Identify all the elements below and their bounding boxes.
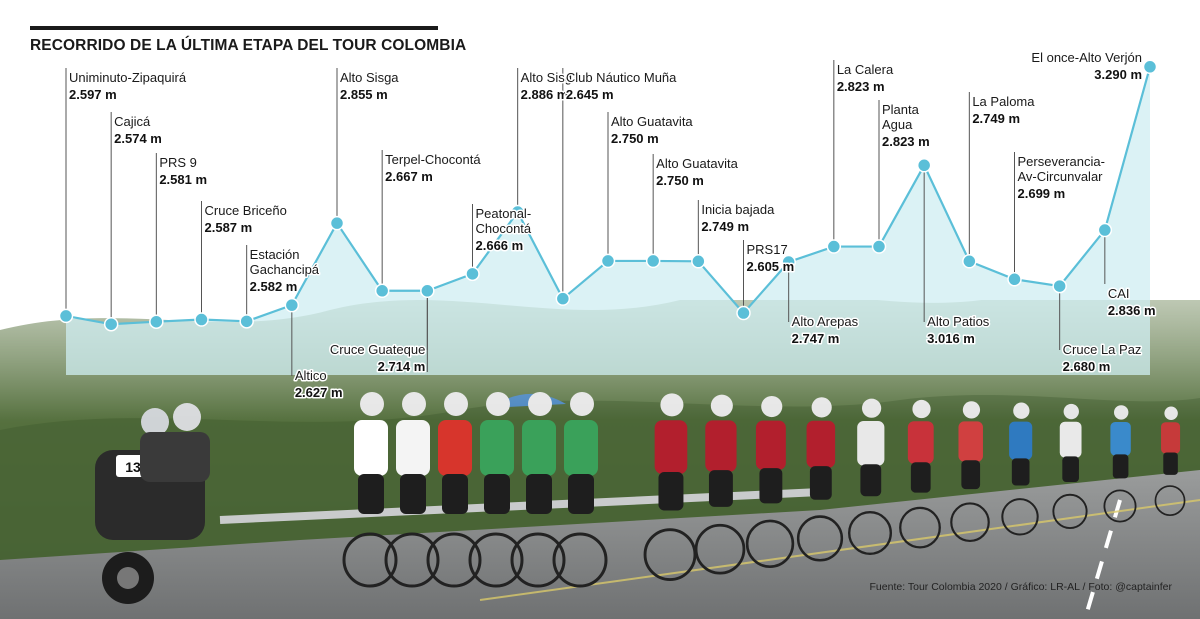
point-value: 2.750 m — [656, 173, 704, 188]
point-label: El once-Alto Verjón — [1031, 50, 1142, 65]
point-label: La Paloma — [972, 94, 1035, 109]
point-value: 2.749 m — [972, 111, 1020, 126]
point-value: 2.666 m — [476, 238, 524, 253]
point-label: Alto Sisga — [521, 70, 580, 85]
point-label: Chocontá — [476, 221, 532, 236]
point-label: Alto Sisga — [340, 70, 399, 85]
point-value: 2.886 m — [521, 87, 569, 102]
point-label: Peatonal- — [476, 206, 532, 221]
title-rule — [30, 26, 438, 30]
elevation-marker — [600, 253, 616, 269]
elevation-marker — [149, 314, 164, 329]
point-value: 2.574 m — [114, 131, 162, 146]
elevation-marker — [1052, 278, 1067, 294]
point-label: Alto Guatavita — [656, 156, 738, 171]
point-label: PRS17 — [747, 242, 788, 257]
elevation-marker — [871, 239, 887, 254]
point-label: Av-Circunvalar — [1018, 169, 1104, 184]
point-label: Cruce Guateque — [330, 342, 425, 357]
elevation-marker — [239, 314, 254, 329]
elevation-marker — [781, 254, 796, 270]
point-label: Inicia bajada — [701, 202, 775, 217]
point-value: 2.667 m — [385, 169, 433, 184]
point-label: Uniminuto-Zipaquirá — [69, 70, 187, 85]
motorcycle: 13 — [95, 403, 210, 604]
photo-mask-top — [0, 0, 1200, 300]
elevation-marker — [962, 254, 977, 269]
point-label: Terpel-Chocontá — [385, 152, 481, 167]
elevation-marker — [284, 297, 300, 313]
elevation-marker — [374, 283, 390, 299]
point-label: Perseverancia- — [1018, 154, 1105, 169]
point-value: 2.597 m — [69, 87, 117, 102]
elevation-marker — [555, 291, 571, 306]
elevation-marker — [1142, 59, 1158, 75]
elevation-area — [66, 66, 1150, 376]
point-label: Alto Guatavita — [611, 114, 693, 129]
point-value: 3.290 m — [1094, 67, 1142, 82]
elevation-marker — [194, 312, 209, 327]
elevation-marker — [1007, 272, 1022, 287]
point-value: 2.749 m — [701, 219, 749, 234]
elevation-marker — [510, 204, 525, 220]
chart-title: RECORRIDO DE LA ÚLTIMA ETAPA DEL TOUR CO… — [30, 37, 467, 54]
elevation-marker — [916, 158, 932, 173]
elevation-marker — [420, 283, 435, 299]
point-value: 2.581 m — [159, 172, 207, 187]
source-credit: Fuente: Tour Colombia 2020 / Gráfico: LR… — [869, 581, 1172, 593]
point-label: Club Náutico Muña — [566, 70, 677, 85]
point-value: 3.016 m — [927, 331, 975, 346]
point-label: Alto Arepas — [792, 314, 859, 329]
road-lane-line — [1083, 499, 1122, 619]
point-value: 2.855 m — [340, 87, 388, 102]
point-label: La Calera — [837, 62, 894, 77]
elevation-marker — [736, 305, 751, 321]
point-label: Altico — [295, 368, 327, 383]
point-value: 2.680 m — [1063, 359, 1111, 374]
elevation-marker — [329, 215, 345, 231]
point-value: 2.823 m — [882, 134, 930, 149]
elevation-marker — [645, 253, 661, 269]
point-value: 2.627 m — [295, 385, 343, 400]
point-value: 2.582 m — [250, 279, 298, 294]
point-label: Cruce Briceño — [205, 203, 287, 218]
point-value: 2.750 m — [611, 131, 659, 146]
point-label: Agua — [882, 117, 913, 132]
point-value: 2.747 m — [792, 331, 840, 346]
cyclist — [342, 392, 398, 588]
elevation-marker — [58, 308, 74, 324]
point-label: Cajicá — [114, 114, 151, 129]
point-value: 2.836 m — [1108, 303, 1156, 318]
elevation-marker — [1097, 222, 1113, 238]
point-label: Gachancipá — [250, 262, 320, 277]
road-yellow-line — [479, 499, 1200, 601]
svg-text:13: 13 — [125, 459, 141, 475]
point-value: 2.587 m — [205, 220, 253, 235]
elevation-marker — [826, 239, 842, 254]
elevation-marker — [465, 266, 480, 282]
point-label: Estación — [250, 247, 300, 262]
point-label: CAI — [1108, 286, 1130, 301]
point-value: 2.645 m — [566, 87, 614, 102]
elevation-marker — [691, 254, 706, 269]
peloton — [342, 392, 1186, 588]
point-value: 2.714 m — [378, 359, 426, 374]
point-label: Alto Patios — [927, 314, 990, 329]
point-label: Planta — [882, 102, 920, 117]
elevation-marker — [103, 316, 119, 332]
point-label: PRS 9 — [159, 155, 197, 170]
point-value: 2.823 m — [837, 79, 885, 94]
point-value: 2.699 m — [1018, 186, 1066, 201]
point-value: 2.605 m — [747, 259, 795, 274]
point-label: Cruce La Paz — [1063, 342, 1142, 357]
